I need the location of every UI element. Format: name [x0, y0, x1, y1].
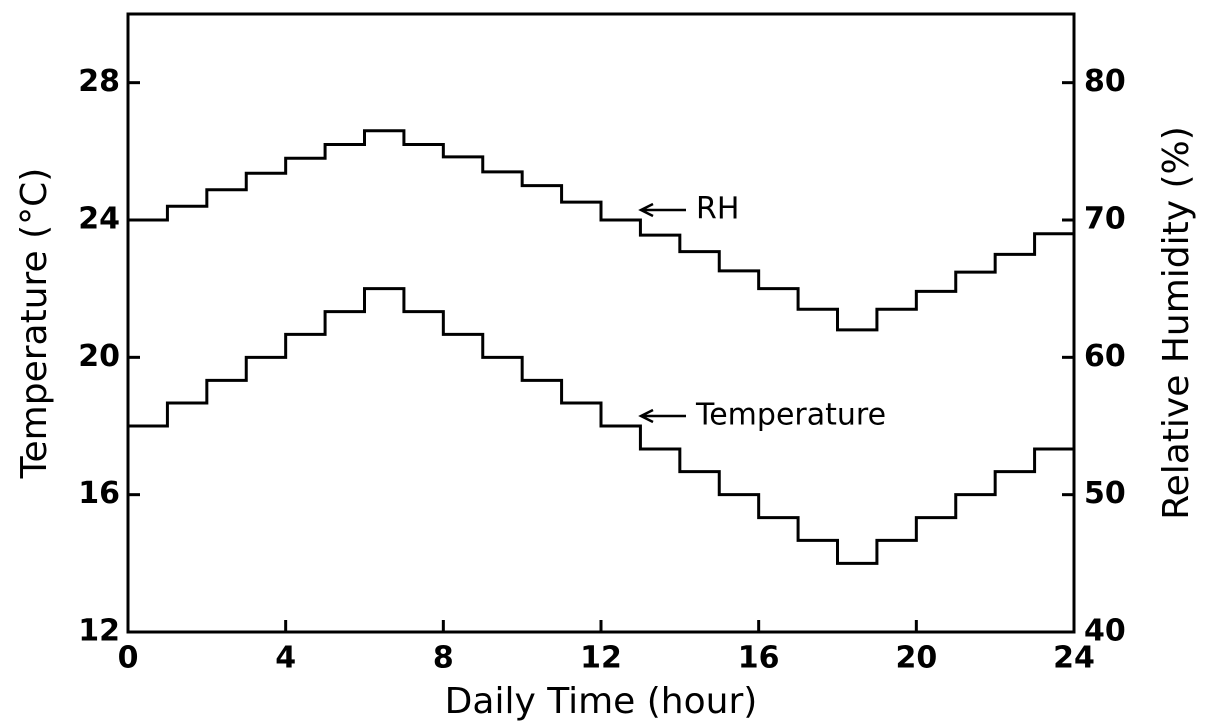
series-label: Temperature [695, 398, 886, 433]
x-tick-label: 12 [580, 641, 622, 676]
y2-tick-label: 70 [1084, 202, 1126, 237]
x-axis-label: Daily Time (hour) [445, 681, 758, 722]
x-tick-label: 8 [433, 641, 454, 676]
x-tick-label: 24 [1053, 641, 1095, 676]
y2-tick-label: 40 [1084, 614, 1126, 649]
series-label: RH [696, 192, 739, 227]
y-tick-label: 24 [78, 202, 120, 237]
x-tick-label: 16 [738, 641, 780, 676]
y-tick-label: 12 [78, 614, 120, 649]
x-tick-label: 0 [118, 641, 139, 676]
y-axis-label: Temperature (°C) [14, 168, 55, 480]
y2-axis-label: Relative Humidity (%) [1156, 126, 1197, 520]
y2-tick-label: 50 [1084, 476, 1126, 511]
step-line [128, 129, 1076, 332]
y-tick-label: 20 [78, 339, 120, 374]
x-tick-label: 20 [895, 641, 937, 676]
y2-tick-label: 80 [1084, 64, 1126, 99]
x-tick-label: 4 [275, 641, 296, 676]
plot-frame [126, 12, 1076, 634]
step-line [128, 287, 1076, 565]
label-arrow [638, 408, 686, 424]
label-arrow [638, 202, 686, 218]
y2-tick-label: 60 [1084, 339, 1126, 374]
y-tick-label: 28 [78, 64, 120, 99]
y-tick-label: 16 [78, 476, 120, 511]
